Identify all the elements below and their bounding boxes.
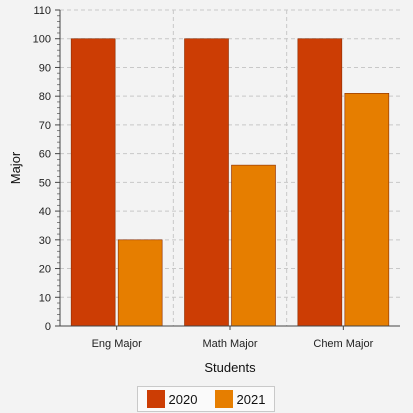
axes bbox=[55, 9, 400, 330]
bar-2020-1 bbox=[184, 38, 229, 327]
y-axis-title: Major bbox=[8, 151, 23, 184]
bar-2021-2 bbox=[344, 93, 390, 327]
y-tick-label: 0 bbox=[45, 321, 51, 333]
bar-2020-0 bbox=[70, 38, 116, 327]
legend-swatch-2021 bbox=[214, 390, 233, 408]
bar-2020-2 bbox=[297, 38, 343, 327]
x-axis-title: Students bbox=[204, 360, 256, 375]
grid-lines bbox=[60, 9, 400, 326]
y-tick-label: 30 bbox=[39, 235, 51, 247]
y-tick-labels: 0 10 20 30 40 50 60 70 80 90 100 110 bbox=[33, 5, 51, 333]
y-tick-label: 40 bbox=[39, 206, 51, 218]
legend-label-2021: 2021 bbox=[236, 391, 266, 407]
x-tick-label: Math Major bbox=[202, 338, 257, 350]
plot-area bbox=[60, 10, 400, 326]
x-tick-labels: Eng Major Math Major Chem Major bbox=[92, 338, 374, 350]
y-tick-label: 20 bbox=[39, 264, 51, 276]
y-tick-label: 50 bbox=[39, 177, 51, 189]
legend-item-2021: 2021 bbox=[214, 390, 266, 408]
legend-swatch-2020 bbox=[146, 390, 165, 408]
y-tick-label: 80 bbox=[39, 91, 51, 103]
x-tick-label: Chem Major bbox=[313, 338, 373, 350]
bar-2021-0 bbox=[117, 239, 163, 327]
y-tick-label: 10 bbox=[39, 292, 51, 304]
legend-item-2020: 2020 bbox=[146, 390, 198, 408]
y-tick-label: 70 bbox=[39, 120, 51, 132]
bar-2021-1 bbox=[231, 164, 276, 327]
y-tick-label: 60 bbox=[39, 149, 51, 161]
legend: 2020 2021 bbox=[137, 386, 275, 412]
x-tick-label: Eng Major bbox=[92, 338, 142, 350]
y-tick-label: 90 bbox=[39, 62, 51, 74]
y-tick-label: 100 bbox=[33, 34, 51, 46]
bars bbox=[70, 38, 390, 327]
y-tick-label: 110 bbox=[33, 5, 51, 17]
legend-label-2020: 2020 bbox=[168, 391, 198, 407]
